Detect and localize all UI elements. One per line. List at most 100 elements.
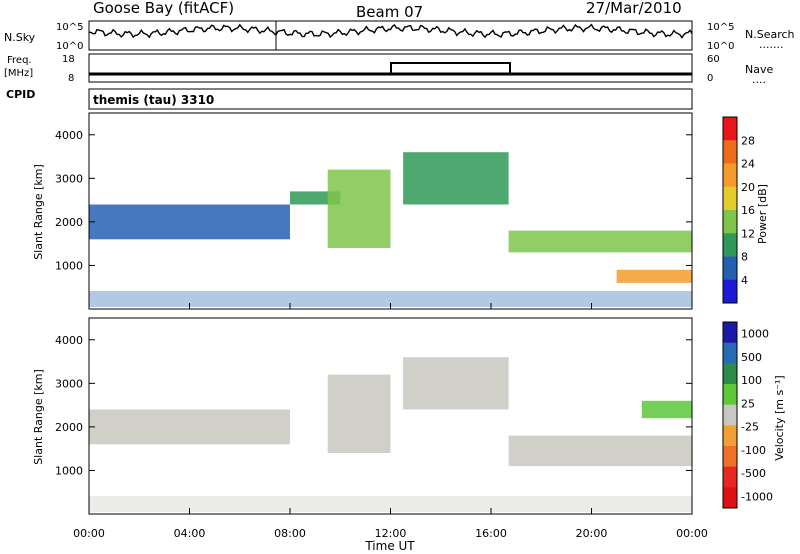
velocity-data (89, 357, 693, 512)
x-axis-label: Time UT (364, 539, 415, 553)
nave-tick-bottom: 0 (707, 73, 713, 84)
beam-title: Beam 07 (356, 3, 423, 21)
ground-scatter (89, 496, 692, 512)
colorbar-swatch (723, 186, 737, 211)
noise-right-tick-bottom: 10^0 (707, 41, 734, 52)
noise-left-tick-bottom: 10^0 (56, 41, 83, 52)
colorbar-tick-label: 4 (741, 274, 748, 287)
colorbar-tick-label: 12 (741, 227, 755, 240)
y-tick-label: 1000 (55, 259, 83, 272)
noise-left-label: N.Sky (4, 31, 36, 44)
ground-scatter (89, 291, 692, 307)
freq-label-1: Freq. (7, 55, 32, 66)
velocity-ylabel: Slant Range [km] (32, 369, 45, 465)
scatter-region (327, 169, 391, 248)
y-tick-label: 4000 (55, 334, 83, 347)
colorbar-tick-label: -25 (741, 421, 759, 434)
nave-label: Nave (745, 63, 773, 76)
nave-line (89, 62, 692, 75)
x-tick-label: 00:00 (676, 527, 708, 540)
colorbar-swatch (723, 384, 737, 406)
colorbar-swatch (723, 446, 737, 468)
y-tick-label: 1000 (55, 464, 83, 477)
cpid-panel: themis (tau) 3310 (88, 88, 693, 110)
noise-panel: N.Sky 10^5 10^0 10^5 10^0 N.Search .....… (4, 20, 795, 52)
scatter-region (641, 400, 693, 419)
colorbar-tick-label: 28 (741, 134, 755, 147)
velocity-colorbar-label: Velocity [m s⁻¹] (773, 375, 786, 460)
velocity-colorbar: 1000 500 100 25 -25 -100 -500 -1000 (722, 321, 773, 509)
colorbar-swatch (723, 233, 737, 257)
colorbar-tick-label: 16 (741, 204, 755, 217)
colorbar-tick-label: 100 (741, 374, 762, 387)
colorbar-swatch (723, 363, 737, 385)
colorbar-tick-label: 1000 (741, 328, 769, 341)
scatter-region (327, 374, 391, 453)
colorbar-swatch (723, 342, 737, 364)
colorbar-tick-label: -500 (741, 467, 766, 480)
power-colorbar: 28 24 20 16 12 8 4 (722, 116, 755, 304)
colorbar-frame (722, 116, 738, 304)
colorbar-tick-label: 500 (741, 351, 762, 364)
cpid-program: themis (tau) 3310 (93, 93, 214, 107)
noise-panel-frame (88, 20, 693, 51)
y-tick-label: 3000 (55, 377, 83, 390)
scatter-region (508, 230, 692, 253)
colorbar-swatch (723, 404, 737, 426)
scatter-region (89, 409, 290, 445)
freq-tick-top: 18 (62, 54, 75, 65)
velocity-panel: 1000 2000 3000 4000 Slant Range [km] 1000 50… (32, 317, 786, 515)
x-tick-label: 20:00 (576, 527, 608, 540)
scatter-region (508, 435, 692, 467)
colorbar-tick-label: 25 (741, 397, 755, 410)
colorbar-swatch (723, 466, 737, 488)
scatter-region (403, 357, 509, 410)
cpid-label: CPID (6, 88, 35, 101)
colorbar-swatch (723, 210, 737, 234)
colorbar-swatch (723, 256, 737, 281)
freq-tick-bottom: 8 (68, 73, 74, 84)
colorbar-frame (722, 321, 738, 509)
colorbar-swatch (723, 140, 737, 164)
power-panel: 1000 2000 3000 4000 Slant Range [km] 28 24 20… (32, 112, 769, 310)
y-tick-label: 4000 (55, 129, 83, 142)
noise-right-label: N.Search (745, 28, 795, 41)
x-tick-label: 16:00 (475, 527, 507, 540)
colorbar-swatch (723, 163, 737, 188)
x-tick-label: 00:00 (73, 527, 105, 540)
colorbar-swatch (723, 322, 737, 344)
y-tick-label: 3000 (55, 172, 83, 185)
nave-marker: .... (752, 73, 766, 86)
power-y-ticks: 1000 2000 3000 4000 (55, 129, 692, 272)
noise-trace (88, 23, 693, 39)
scatter-region (403, 152, 509, 205)
colorbar-swatch (723, 425, 737, 447)
y-tick-label: 2000 (55, 216, 83, 229)
x-tick-label: 08:00 (274, 527, 306, 540)
freq-label-2: [MHz] (4, 68, 33, 79)
power-data (89, 152, 692, 307)
x-axis-ticks: 00:00 04:00 08:00 12:00 16:00 20:00 00:00 (73, 303, 708, 540)
date-title: 27/Mar/2010 (586, 0, 682, 17)
site-title: Goose Bay (fitACF) (93, 0, 234, 17)
scatter-region (616, 269, 692, 283)
colorbar-swatch (723, 117, 737, 141)
noise-left-tick-top: 10^5 (56, 22, 83, 33)
colorbar-tick-label: -100 (741, 444, 766, 457)
freq-panel-frame (88, 53, 693, 83)
nave-tick-top: 60 (707, 54, 720, 65)
colorbar-tick-label: 24 (741, 158, 755, 171)
freq-panel: Freq. [MHz] 18 8 60 0 Nave .... CPID (4, 53, 773, 101)
colorbar-tick-label: 8 (741, 251, 748, 264)
scatter-region (89, 204, 290, 240)
power-colorbar-label: Power [dB] (756, 184, 769, 244)
x-tick-label: 12:00 (375, 527, 407, 540)
y-tick-label: 2000 (55, 421, 83, 434)
colorbar-swatch (723, 279, 737, 304)
power-ylabel: Slant Range [km] (32, 164, 45, 260)
colorbar-tick-label: 20 (741, 181, 755, 194)
colorbar-swatch (723, 487, 737, 509)
noise-right-marker: ....... (759, 38, 783, 51)
noise-right-tick-top: 10^5 (707, 22, 734, 33)
